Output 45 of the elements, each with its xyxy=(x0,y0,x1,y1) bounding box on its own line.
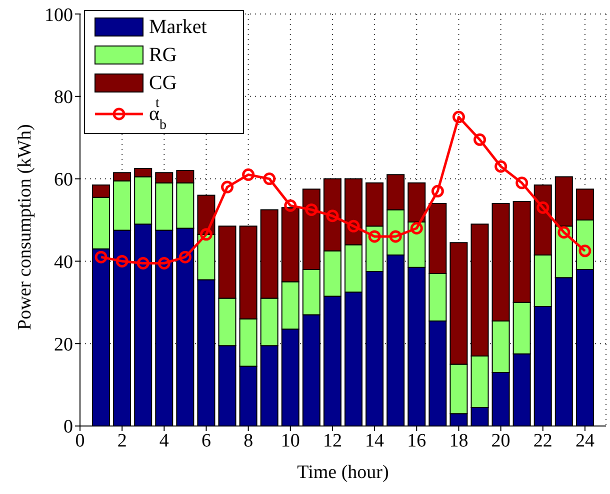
point xyxy=(136,257,150,270)
legend-label: Market xyxy=(149,16,208,38)
x-tick-label: 10 xyxy=(280,430,300,452)
point xyxy=(305,203,318,216)
point xyxy=(158,257,170,270)
point xyxy=(94,250,108,264)
y-tick-label: 100 xyxy=(44,4,73,26)
point xyxy=(178,250,192,264)
y-tick-label: 80 xyxy=(54,87,73,108)
x-tick-label: 20 xyxy=(491,430,510,452)
point xyxy=(368,230,381,243)
x-tick-label: 4 xyxy=(159,430,170,452)
x-tick-label: 24 xyxy=(575,430,595,452)
point xyxy=(116,254,128,268)
legend-label: CG xyxy=(149,72,177,94)
x-tick-label: 2 xyxy=(117,430,127,452)
point xyxy=(263,172,276,186)
x-tick-label: 16 xyxy=(407,430,426,452)
point xyxy=(431,184,444,198)
point xyxy=(200,228,212,241)
x-tick-label: 14 xyxy=(365,430,385,452)
y-tick-label: 20 xyxy=(54,334,73,356)
point xyxy=(347,220,360,232)
point xyxy=(242,168,255,181)
point xyxy=(494,160,508,173)
x-tick-label: 18 xyxy=(449,430,468,452)
point xyxy=(284,199,297,212)
point xyxy=(516,176,528,190)
x-tick-label: 8 xyxy=(244,430,254,452)
point xyxy=(452,110,465,124)
x-tick-label: 22 xyxy=(533,430,552,452)
point xyxy=(326,210,339,222)
x-tick-label: 12 xyxy=(322,430,342,452)
y-tick-label: 0 xyxy=(64,416,73,438)
y-axis-title: Power consumption (kWh) xyxy=(14,124,36,330)
point xyxy=(558,226,570,239)
y-tick-label: 40 xyxy=(54,252,73,273)
point xyxy=(410,222,423,234)
point xyxy=(536,201,550,214)
legend-label: RG xyxy=(149,44,177,66)
point xyxy=(221,180,234,194)
point xyxy=(474,133,486,146)
x-axis-title: Time (hour) xyxy=(297,462,389,483)
y-tick-label: 60 xyxy=(54,170,73,191)
x-tick-label: 6 xyxy=(201,430,211,452)
